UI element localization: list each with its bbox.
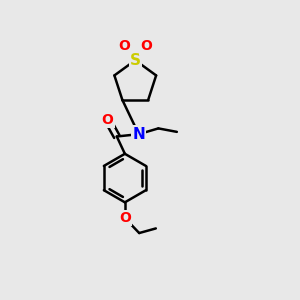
Text: N: N (132, 127, 145, 142)
Text: O: O (102, 113, 113, 127)
Text: O: O (140, 39, 152, 53)
Text: O: O (119, 211, 131, 225)
Text: S: S (130, 53, 141, 68)
Text: O: O (118, 39, 130, 53)
